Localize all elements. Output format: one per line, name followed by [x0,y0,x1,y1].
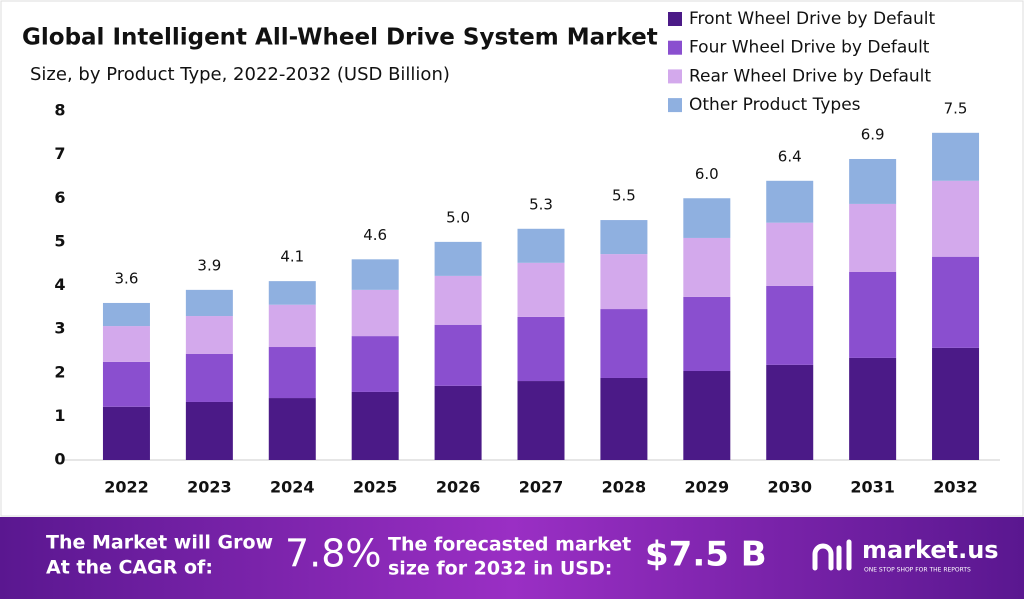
chart-subtitle: Size, by Product Type, 2022-2032 (USD Bi… [30,64,450,85]
total-label: 7.5 [944,99,968,117]
bar-segment [351,259,399,290]
tagline: ONE STOP SHOP FOR THE REPORTS [864,567,971,574]
legend-label: Four Wheel Drive by Default [689,38,930,58]
y-tick-label: 0 [54,450,65,469]
banner-text: The forecasted market [388,534,631,556]
total-label: 6.4 [778,147,802,165]
legend-swatch [668,98,682,113]
bar-segment [351,336,399,392]
bar-segment [434,241,482,276]
banner-text: The Market will Grow [46,532,273,554]
bar-segment [766,285,814,365]
x-tick-label: 2030 [767,478,812,497]
banner-text: size for 2032 in USD: [388,558,612,580]
banner [0,517,1024,599]
bar-segment [351,391,399,460]
legend-swatch [668,40,682,55]
bar-segment [185,353,233,402]
x-tick-label: 2022 [104,478,149,497]
y-tick-label: 6 [54,188,65,207]
bar-segment [932,256,980,348]
y-tick-label: 8 [54,101,65,120]
bar-segment [185,289,233,317]
banner-cagr: 7.8% [285,532,382,576]
bar-segment [102,302,150,327]
bar-segment [849,203,897,272]
x-tick-label: 2031 [850,478,895,497]
bar-segment [102,406,150,460]
total-label: 3.9 [197,256,221,274]
x-tick-label: 2026 [436,478,481,497]
bar-segment [102,361,150,407]
bar-segment [683,198,731,238]
chart-title: Global Intelligent All-Wheel Drive Syste… [22,25,658,51]
y-tick-label: 7 [54,144,65,163]
bar-segment [434,385,482,460]
bar-segment [683,371,731,460]
bar-segment [351,289,399,337]
logo-icon [812,539,852,571]
brand: market.us [862,536,999,564]
bar-segment [185,316,233,354]
bar-segment [600,377,648,460]
y-tick-label: 4 [54,275,65,294]
bar-segment [517,262,565,317]
x-tick-label: 2028 [602,478,647,497]
x-tick-label: 2025 [353,478,398,497]
x-tick-label: 2024 [270,478,315,497]
bar-segment [517,228,565,263]
bar-segment [683,296,731,372]
bar-segment [600,220,648,255]
y-tick-label: 2 [54,362,65,381]
legend-swatch [668,69,682,84]
bar-segment [766,222,814,286]
bar-segment [434,324,482,386]
bar-segment [849,357,897,460]
total-label: 6.0 [695,165,719,183]
bar-segment [849,271,897,358]
legend-swatch [668,12,682,26]
bar-segment [600,309,648,378]
banner-text: At the CAGR of: [46,557,213,579]
total-label: 5.0 [446,208,470,226]
y-tick-label: 5 [54,231,65,250]
bar-segment [683,237,731,297]
bar-segment [932,347,980,460]
legend-label: Rear Wheel Drive by Default [689,66,931,86]
bar-segment [517,381,565,460]
total-label: 6.9 [861,125,885,143]
bar-segment [434,275,482,325]
y-tick-label: 3 [54,319,65,338]
bar-segment [268,304,316,348]
total-label: 3.6 [115,269,139,287]
y-tick-label: 1 [54,406,65,425]
bar-segment [766,180,814,223]
x-tick-label: 2027 [519,478,564,497]
legend-label: Front Wheel Drive by Default [689,9,935,29]
total-label: 4.6 [363,226,387,244]
total-label: 5.3 [529,195,553,213]
x-tick-label: 2032 [933,478,978,497]
bar-segment [185,401,233,460]
bar-segment [766,364,814,460]
banner-forecast: $7.5 B [645,535,767,575]
bar-segment [849,158,897,204]
bar-segment [102,326,150,362]
bar-segment [932,132,980,181]
bar-segment [268,347,316,399]
x-tick-label: 2029 [685,478,730,497]
total-label: 5.5 [612,187,636,205]
x-tick-label: 2023 [187,478,232,497]
legend-label: Other Product Types [689,95,861,115]
bar-segment [517,316,565,382]
bar-segment [268,281,316,305]
total-label: 4.1 [280,248,304,266]
bar-segment [268,398,316,460]
bar-segment [600,254,648,310]
bar-segment [932,180,980,257]
